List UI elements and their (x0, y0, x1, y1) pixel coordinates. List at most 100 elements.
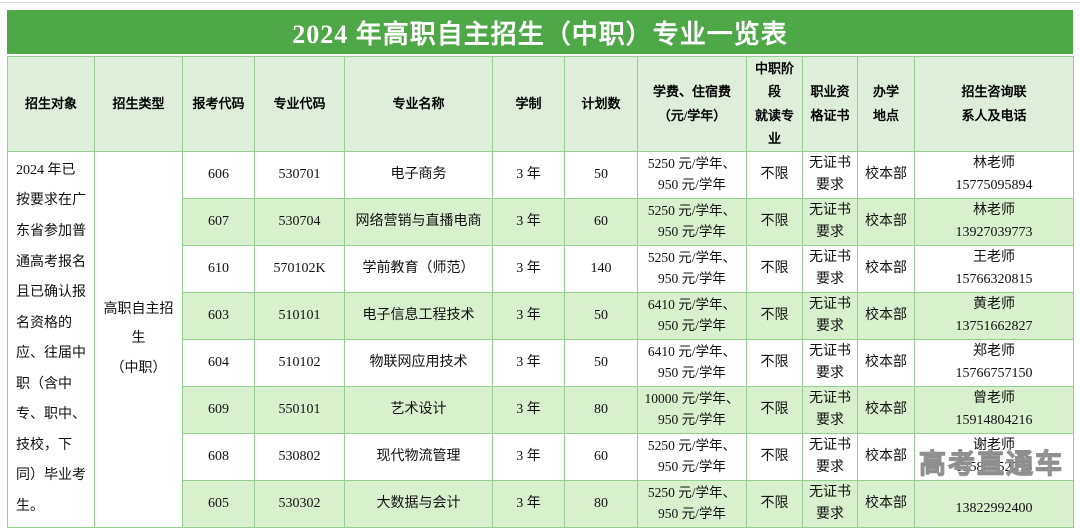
fee-cell: 5250 元/学年、 950 元/学年 (637, 479, 747, 528)
location-cell: 校本部 (857, 432, 915, 481)
location-cell: 校本部 (857, 244, 915, 293)
duration-cell: 3 年 (492, 338, 565, 387)
major-code-cell: 530701 (254, 150, 345, 199)
major-code-cell: 530802 (254, 432, 345, 481)
col-header-location: 办学 地点 (857, 56, 915, 152)
certificate-cell: 无证书 要求 (802, 479, 858, 528)
exam-code-cell: 606 (182, 150, 255, 199)
major-name-cell: 网络营销与直播电商 (344, 197, 493, 246)
table-row: 2024 年已按要求在广东省参加普通高考报名且已确认报名资格的应、往届中职（含中… (7, 150, 1074, 528)
location-cell: 校本部 (857, 385, 915, 434)
location-cell: 校本部 (857, 291, 915, 340)
fee-cell: 5250 元/学年、 950 元/学年 (637, 432, 747, 481)
major-code-cell: 530302 (254, 479, 345, 528)
table-row: 607 530704 网络营销与直播电商 3 年 60 5250 元/学年、 9… (8, 197, 1074, 246)
stage-major-cell: 不限 (746, 479, 803, 528)
location-cell: 校本部 (857, 338, 915, 387)
contact-cell: 王老师 15766320815 (914, 244, 1074, 293)
plan-count-cell: 60 (564, 197, 638, 246)
col-header-exam-code: 报考代码 (182, 56, 255, 152)
col-header-plan-count: 计划数 (564, 56, 638, 152)
fee-cell: 6410 元/学年、 950 元/学年 (637, 291, 747, 340)
certificate-cell: 无证书 要求 (802, 385, 858, 434)
certificate-cell: 无证书 要求 (802, 244, 858, 293)
duration-cell: 3 年 (492, 244, 565, 293)
duration-cell: 3 年 (492, 479, 565, 528)
col-header-certificate: 职业资 格证书 (802, 56, 858, 152)
major-name-cell: 大数据与会计 (344, 479, 493, 528)
page-title: 2024 年高职自主招生（中职）专业一览表 (7, 10, 1073, 54)
table-row: 610 570102K 学前教育（师范） 3 年 140 5250 元/学年、 … (8, 244, 1074, 293)
duration-cell: 3 年 (492, 291, 565, 340)
major-name-cell: 电子商务 (344, 150, 493, 199)
stage-major-cell: 不限 (746, 338, 803, 387)
contact-cell: 郑老师 15766757150 (914, 338, 1074, 387)
plan-count-cell: 80 (564, 479, 638, 528)
contact-cell: 林老师 15775095894 (914, 150, 1074, 199)
table-header-row: 招生对象 招生类型 报考代码 专业代码 专业名称 学制 计划数 学费、住宿费 （… (7, 56, 1074, 152)
plan-count-cell: 140 (564, 244, 638, 293)
exam-code-cell: 605 (182, 479, 255, 528)
fee-cell: 10000 元/学年、 950 元/学年 (637, 385, 747, 434)
exam-code-cell: 608 (182, 432, 255, 481)
location-cell: 校本部 (857, 479, 915, 528)
table-row: 609 550101 艺术设计 3 年 80 10000 元/学年、 950 元… (8, 385, 1074, 434)
contact-cell: 黄老师 13751662827 (914, 291, 1074, 340)
col-header-major-name: 专业名称 (344, 56, 493, 152)
col-header-duration: 学制 (492, 56, 565, 152)
fee-cell: 6410 元/学年、 950 元/学年 (637, 338, 747, 387)
contact-cell: 谢老师 13580152718 (914, 432, 1074, 481)
plan-count-cell: 50 (564, 291, 638, 340)
enrollment-table-sheet: 2024 年高职自主招生（中职）专业一览表 招生对象 招生类型 报考代码 专业代… (7, 10, 1074, 528)
exam-code-cell: 604 (182, 338, 255, 387)
stage-major-cell: 不限 (746, 150, 803, 199)
duration-cell: 3 年 (492, 385, 565, 434)
fee-cell: 5250 元/学年、 950 元/学年 (637, 197, 747, 246)
major-code-cell: 510102 (254, 338, 345, 387)
col-header-fee: 学费、住宿费 （元/学年） (637, 56, 747, 152)
major-name-cell: 物联网应用技术 (344, 338, 493, 387)
certificate-cell: 无证书 要求 (802, 432, 858, 481)
table-row: 603 510101 电子信息工程技术 3 年 50 6410 元/学年、 95… (8, 291, 1074, 340)
table-row: 608 530802 现代物流管理 3 年 60 5250 元/学年、 950 … (8, 432, 1074, 481)
major-name-cell: 学前教育（师范） (344, 244, 493, 293)
major-code-cell: 510101 (254, 291, 345, 340)
enrollment-table: 招生对象 招生类型 报考代码 专业代码 专业名称 学制 计划数 学费、住宿费 （… (7, 56, 1074, 528)
contact-cell: 曾老师 15914804216 (914, 385, 1074, 434)
fee-cell: 5250 元/学年、 950 元/学年 (637, 244, 747, 293)
certificate-cell: 无证书 要求 (802, 197, 858, 246)
table-row: 604 510102 物联网应用技术 3 年 50 6410 元/学年、 950… (8, 338, 1074, 387)
col-header-type: 招生类型 (94, 56, 183, 152)
duration-cell: 3 年 (492, 197, 565, 246)
target-audience-cell: 2024 年已按要求在广东省参加普通高考报名且已确认报名资格的应、往届中职（含中… (7, 150, 95, 528)
plan-count-cell: 50 (564, 150, 638, 199)
duration-cell: 3 年 (492, 432, 565, 481)
stage-major-cell: 不限 (746, 385, 803, 434)
major-code-cell: 570102K (254, 244, 345, 293)
certificate-cell: 无证书 要求 (802, 150, 858, 199)
duration-cell: 3 年 (492, 150, 565, 199)
location-cell: 校本部 (857, 150, 915, 199)
plan-count-cell: 80 (564, 385, 638, 434)
col-header-major-code: 专业代码 (254, 56, 345, 152)
exam-code-cell: 610 (182, 244, 255, 293)
exam-code-cell: 609 (182, 385, 255, 434)
certificate-cell: 无证书 要求 (802, 338, 858, 387)
major-name-cell: 电子信息工程技术 (344, 291, 493, 340)
plan-count-cell: 50 (564, 338, 638, 387)
col-header-contact: 招生咨询联 系人及电话 (914, 56, 1074, 152)
fee-cell: 5250 元/学年、 950 元/学年 (637, 150, 747, 199)
top-divider (0, 2, 1080, 3)
enrollment-type-cell: 高职自主招生 （中职） (94, 150, 183, 528)
major-name-cell: 艺术设计 (344, 385, 493, 434)
stage-major-cell: 不限 (746, 197, 803, 246)
location-cell: 校本部 (857, 197, 915, 246)
contact-cell: 13822992400 (914, 479, 1074, 528)
certificate-cell: 无证书 要求 (802, 291, 858, 340)
stage-major-cell: 不限 (746, 244, 803, 293)
plan-count-cell: 60 (564, 432, 638, 481)
col-header-target: 招生对象 (7, 56, 95, 152)
col-header-stage-major: 中职阶段 就读专业 (746, 56, 803, 152)
contact-cell: 林老师 13927039773 (914, 197, 1074, 246)
major-code-cell: 550101 (254, 385, 345, 434)
